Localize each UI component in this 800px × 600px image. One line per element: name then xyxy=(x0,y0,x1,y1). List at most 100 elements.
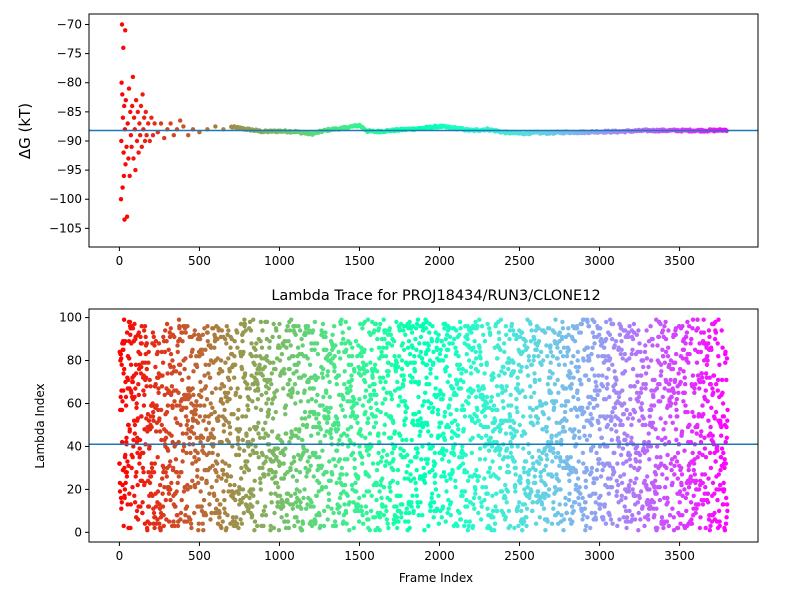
lambda-point xyxy=(486,448,492,453)
lambda-point xyxy=(543,482,548,488)
lambda-point xyxy=(162,485,167,490)
lambda-point xyxy=(695,422,700,428)
lambda-point xyxy=(321,366,326,372)
lambda-point xyxy=(553,399,559,404)
lambda-point xyxy=(440,446,445,451)
lambda-point xyxy=(456,433,461,438)
lambda-point xyxy=(548,360,553,365)
lambda-point xyxy=(687,422,692,428)
lambda-point xyxy=(377,528,382,533)
lambda-point xyxy=(283,446,288,451)
lambda-point xyxy=(299,506,304,511)
lambda-point xyxy=(358,321,363,327)
lambda-point xyxy=(184,422,189,428)
lambda-point xyxy=(245,403,250,408)
lambda-point xyxy=(406,345,411,350)
lambda-point xyxy=(672,377,678,383)
lambda-point xyxy=(140,465,146,471)
lambda-point xyxy=(370,375,375,380)
lambda-point xyxy=(139,341,144,346)
lambda-point xyxy=(588,525,593,531)
lambda-point xyxy=(527,495,532,501)
lambda-point xyxy=(271,360,276,365)
lambda-point xyxy=(393,444,398,449)
lambda-point xyxy=(531,358,536,363)
lambda-point xyxy=(660,394,665,400)
lambda-point xyxy=(533,467,538,473)
lambda-point xyxy=(130,455,135,460)
lambda-point xyxy=(200,351,205,357)
lambda-point xyxy=(600,467,605,473)
lambda-point xyxy=(199,394,204,400)
lambda-point xyxy=(529,362,534,367)
lambda-point xyxy=(203,347,208,352)
lambda-point xyxy=(204,427,209,432)
lambda-point xyxy=(503,431,509,436)
lambda-point xyxy=(548,375,553,380)
lambda-point xyxy=(333,463,338,468)
lambda-point xyxy=(300,422,306,428)
lambda-point xyxy=(503,482,508,488)
lambda-point xyxy=(619,339,624,344)
lambda-point xyxy=(719,446,725,451)
lambda-point xyxy=(612,422,618,428)
lambda-point xyxy=(430,444,436,449)
lambda-point xyxy=(722,487,727,492)
lambda-point xyxy=(380,401,385,406)
lambda-point xyxy=(594,388,599,393)
lambda-point xyxy=(246,407,251,413)
lambda-point xyxy=(589,422,594,428)
lambda-point xyxy=(605,422,610,428)
lambda-point xyxy=(261,523,266,529)
delta-g-point xyxy=(140,92,145,97)
lambda-point xyxy=(355,502,360,507)
lambda-point xyxy=(253,347,258,352)
lambda-point xyxy=(230,515,236,520)
lambda-point xyxy=(344,521,349,526)
lambda-point xyxy=(153,339,159,344)
lambda-point xyxy=(234,515,239,520)
lambda-point xyxy=(424,375,429,380)
lambda-point xyxy=(268,523,273,529)
lambda-point xyxy=(559,437,564,443)
lambda-point xyxy=(194,403,200,408)
lambda-point xyxy=(367,384,372,389)
lambda-point xyxy=(514,405,519,410)
lambda-point xyxy=(557,502,562,507)
lambda-point xyxy=(673,427,679,432)
lambda-point xyxy=(655,435,661,440)
lambda-point xyxy=(562,429,568,434)
lambda-point xyxy=(569,382,574,387)
lambda-point xyxy=(184,450,189,456)
lambda-point xyxy=(291,354,296,359)
lambda-point xyxy=(187,394,192,400)
lambda-point xyxy=(446,424,452,430)
lambda-point xyxy=(722,457,727,462)
lambda-point xyxy=(513,482,518,488)
lambda-point xyxy=(571,375,576,380)
lambda-point xyxy=(364,362,369,367)
lambda-point xyxy=(709,347,714,352)
lambda-point xyxy=(632,409,638,415)
lambda-point xyxy=(373,414,378,419)
lambda-point xyxy=(576,397,581,402)
lambda-point xyxy=(386,525,391,531)
lambda-point xyxy=(131,418,137,423)
lambda-point xyxy=(121,347,126,352)
lambda-point xyxy=(130,485,135,490)
lambda-point xyxy=(573,482,579,488)
lambda-point xyxy=(597,506,602,511)
lambda-point xyxy=(622,369,628,374)
lambda-point xyxy=(468,364,474,370)
lambda-point xyxy=(441,452,447,458)
lambda-point xyxy=(539,502,545,507)
lambda-point xyxy=(566,326,571,331)
lambda-point xyxy=(170,358,175,363)
lambda-point xyxy=(618,351,623,357)
lambda-point xyxy=(592,341,597,346)
lambda-point xyxy=(653,427,658,432)
lambda-point xyxy=(483,414,488,419)
lambda-point xyxy=(460,455,465,460)
lambda-point xyxy=(196,480,201,486)
lambda-point xyxy=(130,379,136,385)
